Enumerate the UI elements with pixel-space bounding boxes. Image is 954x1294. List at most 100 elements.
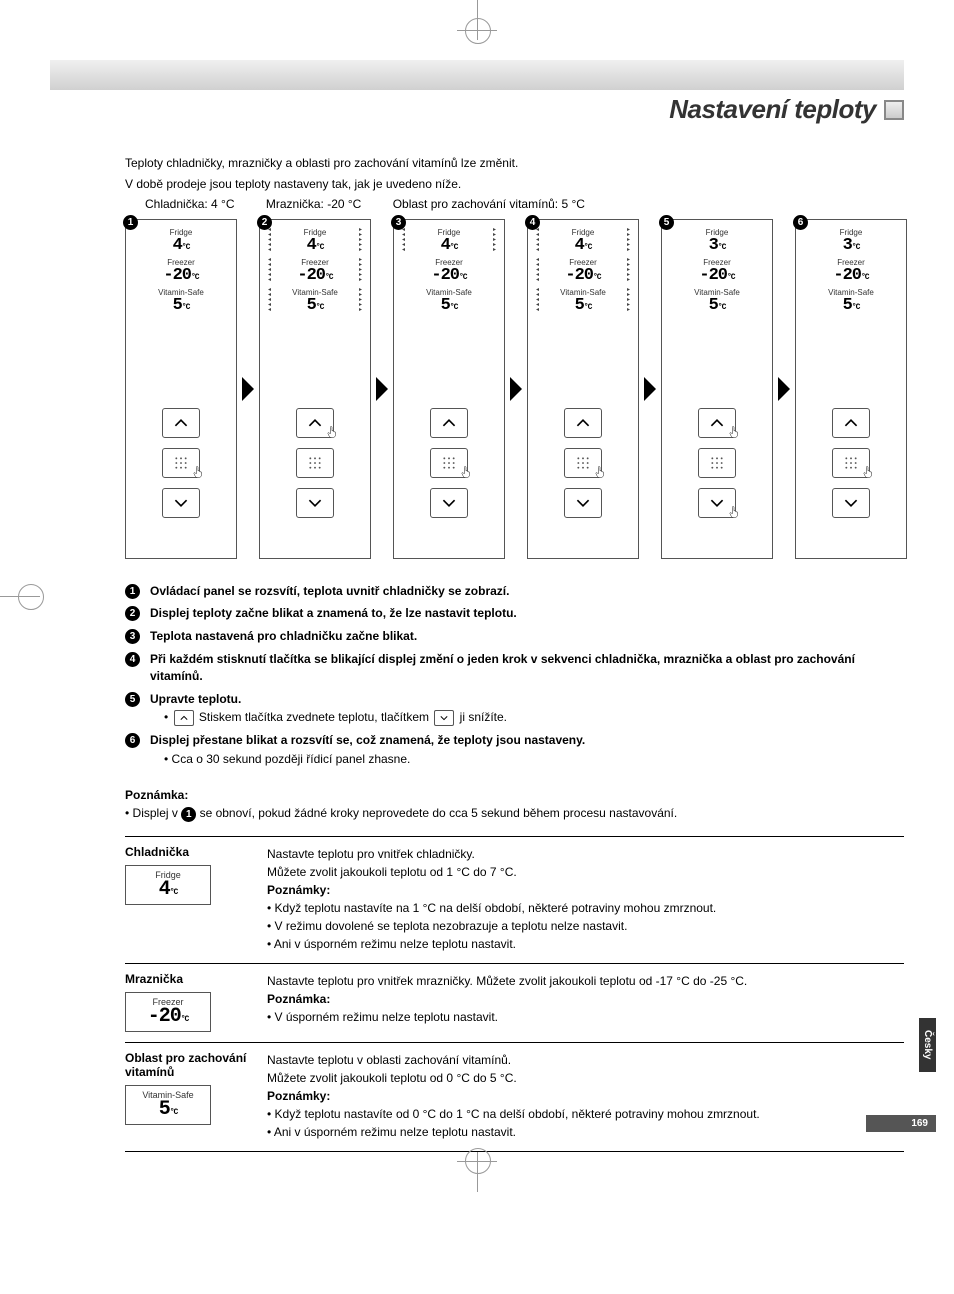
display-value: 5°C	[538, 297, 628, 314]
display-item: ◂◂◂◂◂Freezer-20°C▸▸▸▸▸	[270, 258, 360, 284]
select-button[interactable]	[698, 448, 736, 478]
settings-row: Oblast pro zachování vitamínůVitamin-Saf…	[125, 1042, 904, 1152]
control-panel: Fridge4°CFreezer-20°CVitamin-Safe5°C	[125, 219, 237, 559]
step-item: 2Displej teploty začne blikat a znamená …	[125, 605, 904, 622]
display-area: ◂◂◂◂◂Fridge4°C▸▸▸▸▸Freezer-20°CVitamin-S…	[398, 226, 500, 336]
step-number-badge: 1	[125, 584, 140, 599]
panel-number-badge: 4	[525, 215, 540, 230]
blink-left-icon: ◂◂◂◂◂	[536, 288, 539, 313]
down-button[interactable]	[430, 488, 468, 518]
select-button[interactable]	[430, 448, 468, 478]
settings-display-icon: Fridge4°C	[125, 865, 211, 905]
step-item: 6Displej přestane blikat a rozsvítí se, …	[125, 732, 904, 768]
down-button[interactable]	[564, 488, 602, 518]
inline-up-button-icon	[174, 710, 194, 726]
hand-press-icon	[459, 465, 481, 487]
up-button[interactable]	[564, 408, 602, 438]
step-number-badge: 4	[125, 652, 140, 667]
hand-press-icon	[861, 465, 883, 487]
note-block: Poznámka: • Displej v 1 se obnoví, pokud…	[125, 786, 904, 822]
title-row: Nastavení teploty	[50, 94, 904, 125]
up-button[interactable]	[162, 408, 200, 438]
settings-table: ChladničkaFridge4°CNastavte teplotu pro …	[125, 836, 904, 1152]
display-value: 3°C	[672, 237, 762, 254]
blink-left-icon: ◂◂◂◂◂	[536, 228, 539, 253]
note-bullet: • Displej v 1 se obnoví, pokud žádné kro…	[125, 806, 677, 820]
display-value: 5°C	[270, 297, 360, 314]
display-item: ◂◂◂◂◂Vitamin-Safe5°C▸▸▸▸▸	[538, 288, 628, 314]
display-value: 5°C	[404, 297, 494, 314]
display-value: -20°C	[538, 267, 628, 284]
down-button[interactable]	[698, 488, 736, 518]
intro-line-1: Teploty chladničky, mrazničky a oblasti …	[125, 155, 904, 172]
language-tab: Česky	[919, 1018, 936, 1071]
transition-arrow-icon	[241, 219, 255, 559]
step-sub: • Cca o 30 sekund později řídicí panel z…	[164, 751, 585, 768]
crop-mark-top	[477, 0, 478, 40]
step-item: 5Upravte teplotu.• Stiskem tlačítka zved…	[125, 691, 904, 727]
buttons-area	[666, 402, 768, 552]
step-item: 4 Při každém stisknutí tlačítka se blikaj…	[125, 651, 904, 685]
control-panel: ◂◂◂◂◂Fridge4°C▸▸▸▸▸Freezer-20°CVitamin-S…	[393, 219, 505, 559]
display-value: 4°C	[404, 237, 494, 254]
header-gradient-bar	[50, 60, 904, 90]
blink-right-icon: ▸▸▸▸▸	[493, 228, 496, 253]
default-freezer: Mraznička: -20 °C	[266, 197, 362, 211]
inline-down-button-icon	[434, 710, 454, 726]
control-panel: Fridge3°CFreezer-20°CVitamin-Safe5°C	[661, 219, 773, 559]
settings-description: Nastavte teplotu v oblasti zachování vit…	[267, 1051, 904, 1141]
panel-number-badge: 5	[659, 215, 674, 230]
step-text: Displej přestane blikat a rozsvítí se, c…	[150, 732, 585, 768]
control-panel: Fridge3°CFreezer-20°CVitamin-Safe5°C	[795, 219, 907, 559]
page-title: Nastavení teploty	[669, 94, 876, 125]
display-item: Freezer-20°C	[672, 258, 762, 284]
select-button[interactable]	[564, 448, 602, 478]
settings-label-col: MrazničkaFreezer-20°C	[125, 972, 255, 1032]
transition-arrow-icon	[777, 219, 791, 559]
select-button[interactable]	[162, 448, 200, 478]
blink-right-icon: ▸▸▸▸▸	[359, 228, 362, 253]
display-value: 5°C	[672, 297, 762, 314]
settings-display-icon: Vitamin-Safe5°C	[125, 1085, 211, 1125]
select-button[interactable]	[832, 448, 870, 478]
blink-left-icon: ◂◂◂◂◂	[402, 228, 405, 253]
up-button[interactable]	[698, 408, 736, 438]
intro-line-2: V době prodeje jsou teploty nastaveny ta…	[125, 176, 904, 193]
display-value: 5°C	[136, 297, 226, 314]
note-label: Poznámka:	[125, 788, 188, 802]
display-item: Freezer-20°C	[404, 258, 494, 284]
settings-title: Mraznička	[125, 972, 255, 986]
step-text: Při každém stisknutí tlačítka se blikají…	[150, 651, 904, 685]
buttons-area	[800, 402, 902, 552]
display-value: 5°C	[806, 297, 896, 314]
buttons-area	[532, 402, 634, 552]
display-item: Fridge3°C	[806, 228, 896, 254]
settings-label-col: ChladničkaFridge4°C	[125, 845, 255, 953]
panel-column: 6Fridge3°CFreezer-20°CVitamin-Safe5°C	[795, 219, 907, 559]
display-area: Fridge4°CFreezer-20°CVitamin-Safe5°C	[130, 226, 232, 336]
down-button[interactable]	[296, 488, 334, 518]
crop-mark-left	[0, 596, 40, 597]
blink-right-icon: ▸▸▸▸▸	[359, 258, 362, 283]
display-item: Vitamin-Safe5°C	[404, 288, 494, 314]
display-area: Fridge3°CFreezer-20°CVitamin-Safe5°C	[800, 226, 902, 336]
display-item: Vitamin-Safe5°C	[672, 288, 762, 314]
inline-circled-1: 1	[181, 807, 196, 822]
hand-press-icon	[727, 505, 749, 527]
display-value: -20°C	[404, 267, 494, 284]
up-button[interactable]	[430, 408, 468, 438]
settings-row: ChladničkaFridge4°CNastavte teplotu pro …	[125, 836, 904, 963]
select-button[interactable]	[296, 448, 334, 478]
down-button[interactable]	[832, 488, 870, 518]
display-item: ◂◂◂◂◂Freezer-20°C▸▸▸▸▸	[538, 258, 628, 284]
page: Nastavení teploty Teploty chladničky, mr…	[0, 0, 954, 1192]
up-button[interactable]	[296, 408, 334, 438]
steps-list: 1Ovládací panel se rozsvítí, teplota uvn…	[125, 583, 904, 768]
blink-left-icon: ◂◂◂◂◂	[536, 258, 539, 283]
up-button[interactable]	[832, 408, 870, 438]
down-button[interactable]	[162, 488, 200, 518]
display-item: ◂◂◂◂◂Fridge4°C▸▸▸▸▸	[270, 228, 360, 254]
display-item: Vitamin-Safe5°C	[806, 288, 896, 314]
display-value: 4°C	[538, 237, 628, 254]
panel-number-badge: 6	[793, 215, 808, 230]
